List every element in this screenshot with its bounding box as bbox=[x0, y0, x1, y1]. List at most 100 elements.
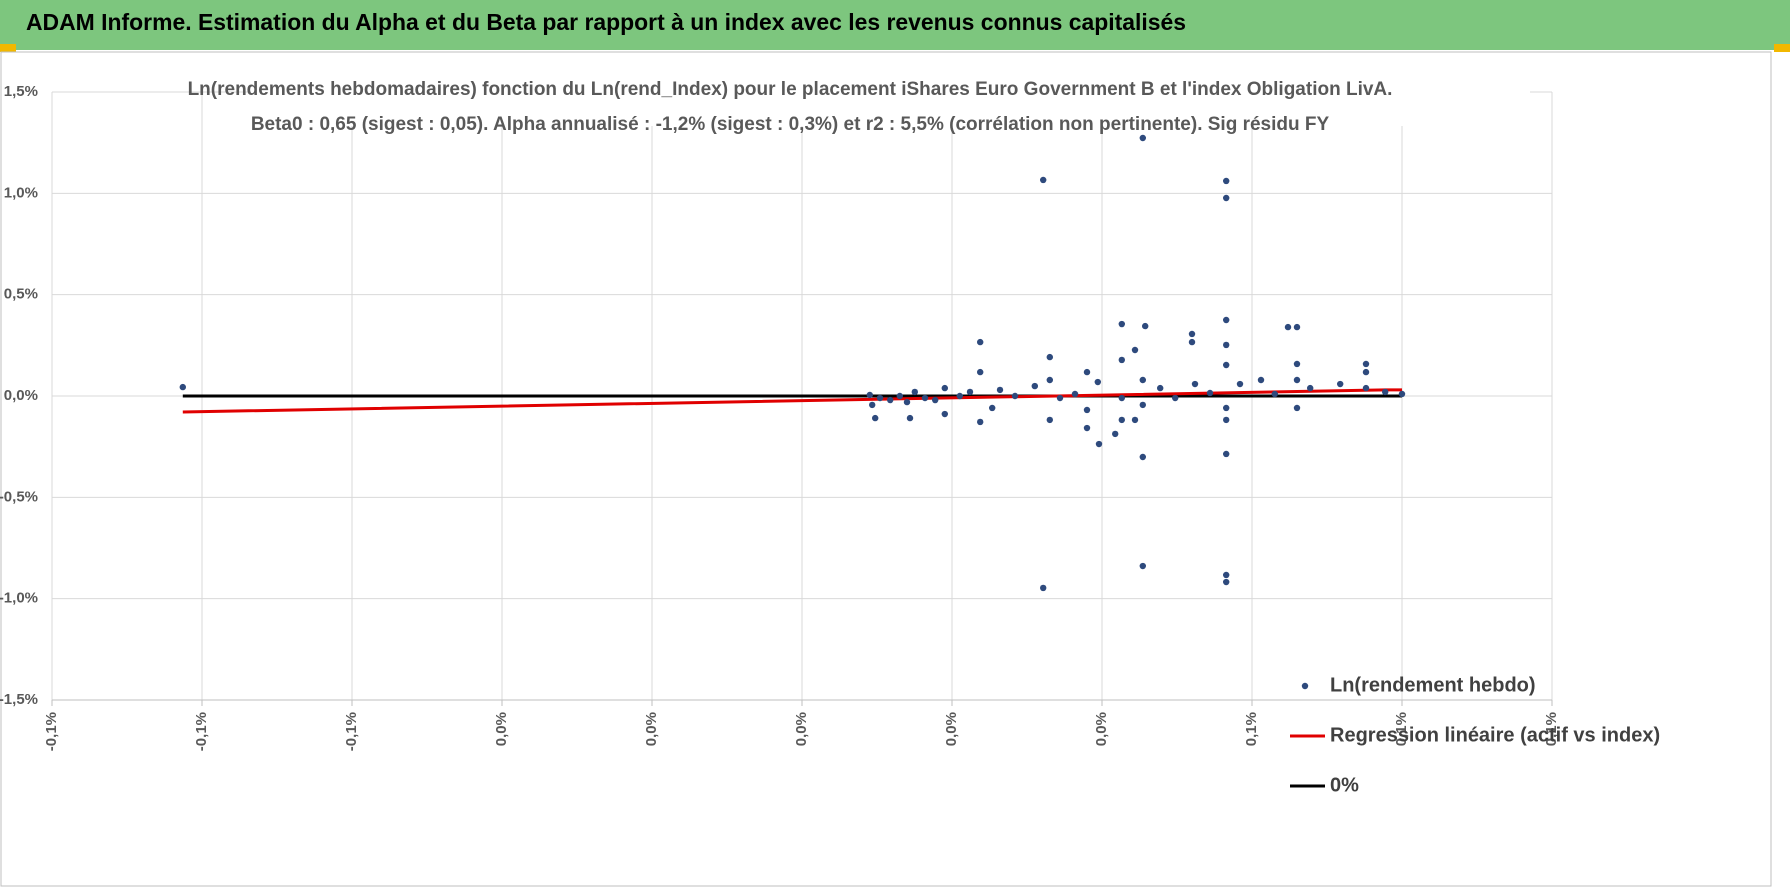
title-bg bbox=[250, 64, 1530, 126]
x-tick-label: 0,1% bbox=[1243, 712, 1260, 746]
point bbox=[1083, 406, 1091, 414]
x-tick-label: -0,1% bbox=[193, 712, 210, 751]
y-tick-label: -0,5% bbox=[0, 488, 38, 505]
point bbox=[1118, 416, 1126, 424]
point bbox=[977, 338, 984, 346]
point bbox=[1046, 376, 1054, 384]
point bbox=[1257, 376, 1265, 384]
point bbox=[977, 418, 984, 426]
chart-title: Beta0 : 0,65 (sigest : 0,05). Alpha annu… bbox=[251, 114, 1330, 135]
point bbox=[869, 401, 876, 409]
point bbox=[1223, 578, 1230, 586]
point bbox=[1362, 368, 1370, 376]
point bbox=[1040, 176, 1047, 184]
point bbox=[872, 414, 879, 422]
point bbox=[956, 392, 963, 400]
point bbox=[1131, 346, 1139, 354]
point bbox=[1046, 353, 1054, 361]
point bbox=[1046, 416, 1054, 424]
point bbox=[1083, 368, 1091, 376]
point bbox=[1337, 380, 1344, 388]
point bbox=[1118, 320, 1126, 328]
point bbox=[1095, 440, 1103, 448]
point bbox=[896, 392, 903, 400]
point bbox=[1293, 376, 1301, 384]
point bbox=[1142, 322, 1149, 330]
chart-frame bbox=[0, 51, 1772, 887]
y-tick-label: 1,0% bbox=[4, 184, 38, 201]
point bbox=[1139, 134, 1147, 142]
x-tick-label: 0,0% bbox=[493, 712, 510, 746]
point bbox=[1307, 384, 1314, 392]
point bbox=[996, 386, 1004, 394]
point bbox=[1172, 394, 1179, 402]
point bbox=[1271, 390, 1279, 398]
y-tick-label: 0,5% bbox=[4, 286, 38, 303]
point bbox=[1293, 404, 1301, 412]
point bbox=[1223, 341, 1230, 349]
point bbox=[1293, 360, 1301, 368]
point bbox=[911, 388, 918, 396]
point bbox=[1139, 376, 1147, 384]
point bbox=[1188, 338, 1196, 346]
point bbox=[179, 383, 186, 391]
point bbox=[876, 394, 884, 402]
point bbox=[1206, 389, 1214, 397]
point bbox=[1398, 390, 1406, 398]
point bbox=[1223, 194, 1230, 202]
point bbox=[1236, 380, 1244, 388]
point bbox=[921, 394, 929, 402]
point bbox=[1223, 316, 1230, 324]
point bbox=[1071, 390, 1079, 398]
point bbox=[1223, 416, 1230, 424]
point bbox=[1118, 394, 1126, 402]
point bbox=[1139, 453, 1147, 461]
point bbox=[932, 396, 939, 404]
point bbox=[1382, 388, 1389, 396]
x-tick-label: 0,1% bbox=[1543, 712, 1560, 746]
x-tick-label: 0,0% bbox=[1093, 712, 1110, 746]
point bbox=[1112, 430, 1119, 438]
corner bbox=[0, 44, 16, 52]
point bbox=[1083, 424, 1091, 432]
point bbox=[903, 398, 911, 406]
point bbox=[866, 391, 873, 399]
point bbox=[1011, 392, 1019, 400]
point bbox=[1362, 360, 1370, 368]
point bbox=[1293, 323, 1301, 331]
point bbox=[1284, 323, 1292, 331]
corner bbox=[1774, 44, 1790, 52]
legend-label: Ln(rendement hebdo) bbox=[1330, 674, 1536, 696]
x-tick-label: 0,0% bbox=[943, 712, 960, 746]
y-tick-label: 1,5% bbox=[4, 83, 38, 100]
point bbox=[1139, 401, 1147, 409]
point bbox=[977, 368, 984, 376]
point bbox=[1056, 394, 1064, 402]
x-tick-label: -0,1% bbox=[43, 712, 60, 751]
point bbox=[1157, 384, 1164, 392]
point bbox=[887, 396, 894, 404]
point bbox=[941, 384, 948, 392]
legend-label: 0% bbox=[1330, 774, 1359, 796]
x-tick-label: 0,0% bbox=[643, 712, 660, 746]
header-title: ADAM Informe. Estimation du Alpha et du … bbox=[26, 9, 1186, 35]
point bbox=[906, 414, 914, 422]
header-band bbox=[0, 0, 1790, 50]
point bbox=[989, 404, 996, 412]
legend-marker bbox=[1301, 682, 1309, 690]
point bbox=[1131, 416, 1139, 424]
x-tick-label: 0,1% bbox=[1393, 712, 1410, 746]
legend-label: Regression linéaire (actif vs index) bbox=[1330, 724, 1660, 746]
point bbox=[1223, 571, 1230, 579]
point bbox=[1191, 380, 1199, 388]
point bbox=[1223, 177, 1230, 185]
point bbox=[1118, 356, 1126, 364]
point bbox=[966, 388, 974, 396]
y-tick-label: -1,5% bbox=[0, 691, 38, 708]
point bbox=[941, 410, 948, 418]
point bbox=[1223, 404, 1230, 412]
point bbox=[1223, 361, 1230, 369]
x-tick-label: -0,1% bbox=[343, 712, 360, 751]
